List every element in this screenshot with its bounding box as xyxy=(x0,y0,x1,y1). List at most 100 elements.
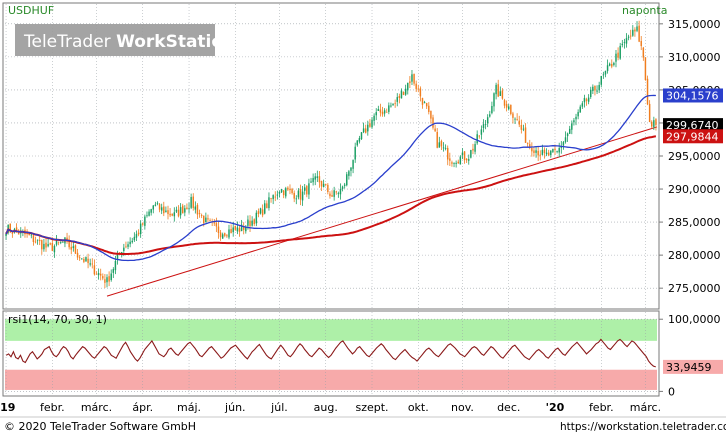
candle-body xyxy=(207,218,209,220)
candle-body xyxy=(190,197,192,208)
x-tick-label: szept. xyxy=(355,401,388,414)
candle-body xyxy=(291,188,293,194)
candle-body xyxy=(341,186,344,189)
candle-body xyxy=(451,162,453,164)
price-grid xyxy=(5,4,657,308)
rsi-panel[interactable] xyxy=(2,310,660,397)
source-url[interactable]: https://workstation.teletrader.com xyxy=(560,421,726,433)
candle-body xyxy=(232,227,234,233)
candle-body xyxy=(55,240,58,245)
candle-body xyxy=(585,99,588,101)
rsi-last-tag: 33,9459 xyxy=(666,361,712,374)
candle-body xyxy=(144,216,146,226)
trendline xyxy=(106,126,658,297)
candle-body xyxy=(468,159,470,161)
candle-body xyxy=(320,180,323,187)
candle-body xyxy=(604,70,607,75)
candle-body xyxy=(110,273,112,280)
candle-body xyxy=(613,62,615,65)
candle-body xyxy=(293,192,295,199)
candle-body xyxy=(89,263,91,265)
candle-body xyxy=(43,243,45,250)
candle-body xyxy=(114,260,117,271)
candle-body xyxy=(314,176,316,180)
trendline-segment xyxy=(106,126,658,297)
candle-body xyxy=(455,162,457,164)
x-tick-label: febr. xyxy=(589,401,614,414)
candle-body xyxy=(205,217,207,223)
candle-body xyxy=(133,236,136,241)
candle-body xyxy=(518,120,520,125)
candle-body xyxy=(192,196,194,209)
candle-body xyxy=(459,156,462,165)
candle-body xyxy=(438,142,441,148)
candle-body xyxy=(152,205,155,210)
candle-body xyxy=(167,210,169,215)
candle-body xyxy=(583,97,586,103)
x-tick-label: okt. xyxy=(408,401,429,414)
candle-body xyxy=(507,106,510,110)
candle-body xyxy=(125,246,127,248)
watermark-part2: WorkStation xyxy=(116,32,235,52)
candle-body xyxy=(512,113,514,118)
candle-body xyxy=(385,111,388,113)
candle-body xyxy=(106,277,108,283)
candle-body xyxy=(196,204,199,215)
candle-body xyxy=(303,187,306,191)
candle-body xyxy=(400,90,403,99)
candle-body xyxy=(297,190,300,198)
candle-body xyxy=(648,103,651,123)
candle-body xyxy=(238,228,241,232)
candle-body xyxy=(68,239,70,248)
candle-body xyxy=(310,181,312,183)
candle-body xyxy=(308,183,310,195)
ma-long-tag-bg xyxy=(663,129,723,144)
candle-body xyxy=(131,240,133,243)
candle-body xyxy=(407,82,409,91)
candle-body xyxy=(154,204,157,206)
candle-body xyxy=(184,208,186,213)
candle-body xyxy=(177,209,180,217)
candle-body xyxy=(369,123,371,127)
ma-long-path xyxy=(5,135,657,255)
price-tick-label: 290,0000 xyxy=(668,183,721,196)
candle-body xyxy=(428,105,430,112)
candle-body xyxy=(453,163,455,164)
candle-body xyxy=(383,110,386,114)
candle-body xyxy=(127,244,129,247)
x-tick-label: jún. xyxy=(224,401,246,414)
candle-body xyxy=(15,227,18,232)
candle-body xyxy=(253,219,255,225)
candle-body xyxy=(247,219,249,226)
candle-body xyxy=(388,105,390,112)
candle-body xyxy=(171,213,173,216)
candle-body xyxy=(102,276,104,279)
candle-body xyxy=(592,86,594,92)
candle-body xyxy=(501,90,504,99)
candle-body xyxy=(76,252,79,258)
rsi-overbought-zone xyxy=(5,319,657,341)
candle-body xyxy=(146,215,148,217)
candle-body xyxy=(339,189,342,195)
candle-body xyxy=(175,209,178,212)
candle-body xyxy=(186,207,188,210)
rsi-last-tag-bg xyxy=(663,359,723,374)
candle-body xyxy=(581,103,584,107)
price-tick-label: 285,0000 xyxy=(668,216,721,229)
candle-body xyxy=(28,233,30,236)
candle-body xyxy=(495,84,497,95)
candle-body xyxy=(78,257,81,259)
candle-body xyxy=(505,104,508,108)
candle-body xyxy=(539,154,542,156)
candle-body xyxy=(5,233,7,236)
candle-body xyxy=(331,195,333,197)
candle-body xyxy=(392,103,394,106)
price-tick-label: 310,0000 xyxy=(668,51,721,64)
candle-body xyxy=(625,38,628,44)
candle-body xyxy=(602,74,605,76)
candle-body xyxy=(516,119,518,120)
ma-long-line xyxy=(5,135,657,255)
candle-body xyxy=(66,237,68,240)
candle-body xyxy=(49,243,51,245)
candle-body xyxy=(99,273,102,276)
